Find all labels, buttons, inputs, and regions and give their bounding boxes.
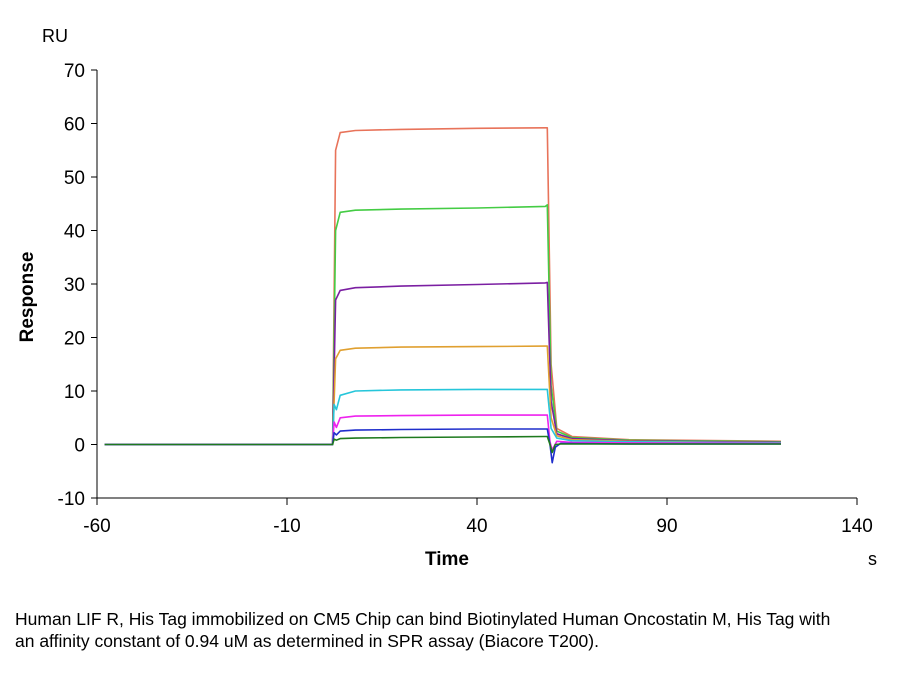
figure-caption: Human LIF R, His Tag immobilized on CM5 … xyxy=(15,609,831,651)
series-line-5 xyxy=(104,388,782,446)
series-line-7 xyxy=(104,428,781,464)
y-tick-label: 30 xyxy=(64,275,85,296)
x-tick-label: -60 xyxy=(83,516,110,537)
x-tick-label: -10 xyxy=(273,516,300,537)
spr-sensorgram-chart: -10 0 10 20 30 40 50 60 70 -60 -10 40 90 140 RU s Ti… xyxy=(17,26,877,570)
x-tick-label: 140 xyxy=(841,516,873,537)
x-unit-label: s xyxy=(868,549,877,569)
series-line-6 xyxy=(104,414,782,451)
y-tick-label: 0 xyxy=(74,436,85,457)
y-tick-label: 70 xyxy=(64,61,85,82)
y-axis: -10 0 10 20 30 40 50 60 70 xyxy=(58,61,98,510)
y-tick-label: 20 xyxy=(64,329,85,350)
series-line-8 xyxy=(104,435,781,454)
x-axis-title: Time xyxy=(425,549,469,570)
series-line-1 xyxy=(104,127,782,446)
series-lines xyxy=(104,127,782,464)
y-unit-label: RU xyxy=(42,26,68,46)
y-tick-label: 60 xyxy=(64,115,85,136)
series-line-2 xyxy=(104,204,782,446)
y-tick-label: 10 xyxy=(64,382,85,403)
y-tick-label: -10 xyxy=(58,489,85,510)
y-tick-label: 50 xyxy=(64,168,85,189)
x-tick-label: 40 xyxy=(466,516,487,537)
y-axis-title: Response xyxy=(17,252,38,343)
y-tick-label: 40 xyxy=(64,222,85,243)
x-tick-label: 90 xyxy=(656,516,677,537)
series-line-3 xyxy=(104,281,782,446)
x-axis: -60 -10 40 90 140 xyxy=(83,497,873,537)
